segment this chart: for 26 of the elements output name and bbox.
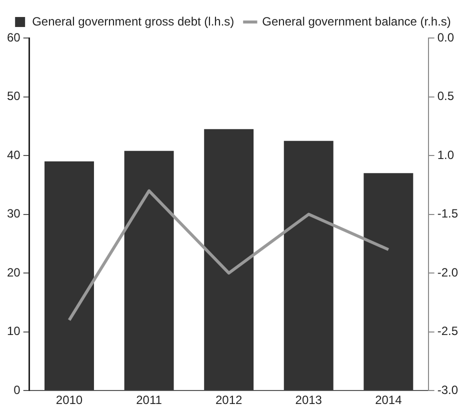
bar bbox=[124, 150, 174, 390]
x-tick-label: 2013 bbox=[295, 393, 322, 408]
y-tick-label: 40 bbox=[6, 148, 21, 162]
y2-tick-label: -1.5 bbox=[437, 206, 458, 221]
bar bbox=[364, 173, 414, 390]
bar bbox=[44, 161, 94, 390]
y-tick-label: 10 bbox=[6, 324, 21, 338]
y-tick-label: 0 bbox=[14, 382, 21, 397]
y2-tick-label: 1.0 bbox=[437, 148, 454, 162]
y2-tick-label: 0.0 bbox=[437, 30, 454, 44]
bar bbox=[204, 129, 254, 390]
y-tick-label: 20 bbox=[6, 265, 21, 280]
bar bbox=[284, 140, 334, 390]
x-tick-label: 2011 bbox=[136, 393, 162, 408]
y-tick-label: 50 bbox=[6, 89, 21, 104]
x-tick-label: 2014 bbox=[375, 393, 402, 408]
x-tick-label: 2012 bbox=[215, 393, 243, 408]
y2-tick-label: -3.0 bbox=[437, 382, 458, 397]
legend-label: General government gross debt (l.h.s) bbox=[32, 14, 234, 28]
y-tick-label: 60 bbox=[6, 30, 21, 44]
y2-tick-label: 0.5 bbox=[437, 89, 454, 104]
x-tick-label: 2010 bbox=[56, 393, 83, 408]
y2-tick-label: -2.5 bbox=[437, 324, 458, 338]
legend-label: General government balance (r.h.s) bbox=[262, 14, 451, 28]
y-tick-label: 30 bbox=[6, 206, 21, 221]
y2-tick-label: -2.0 bbox=[437, 265, 458, 280]
